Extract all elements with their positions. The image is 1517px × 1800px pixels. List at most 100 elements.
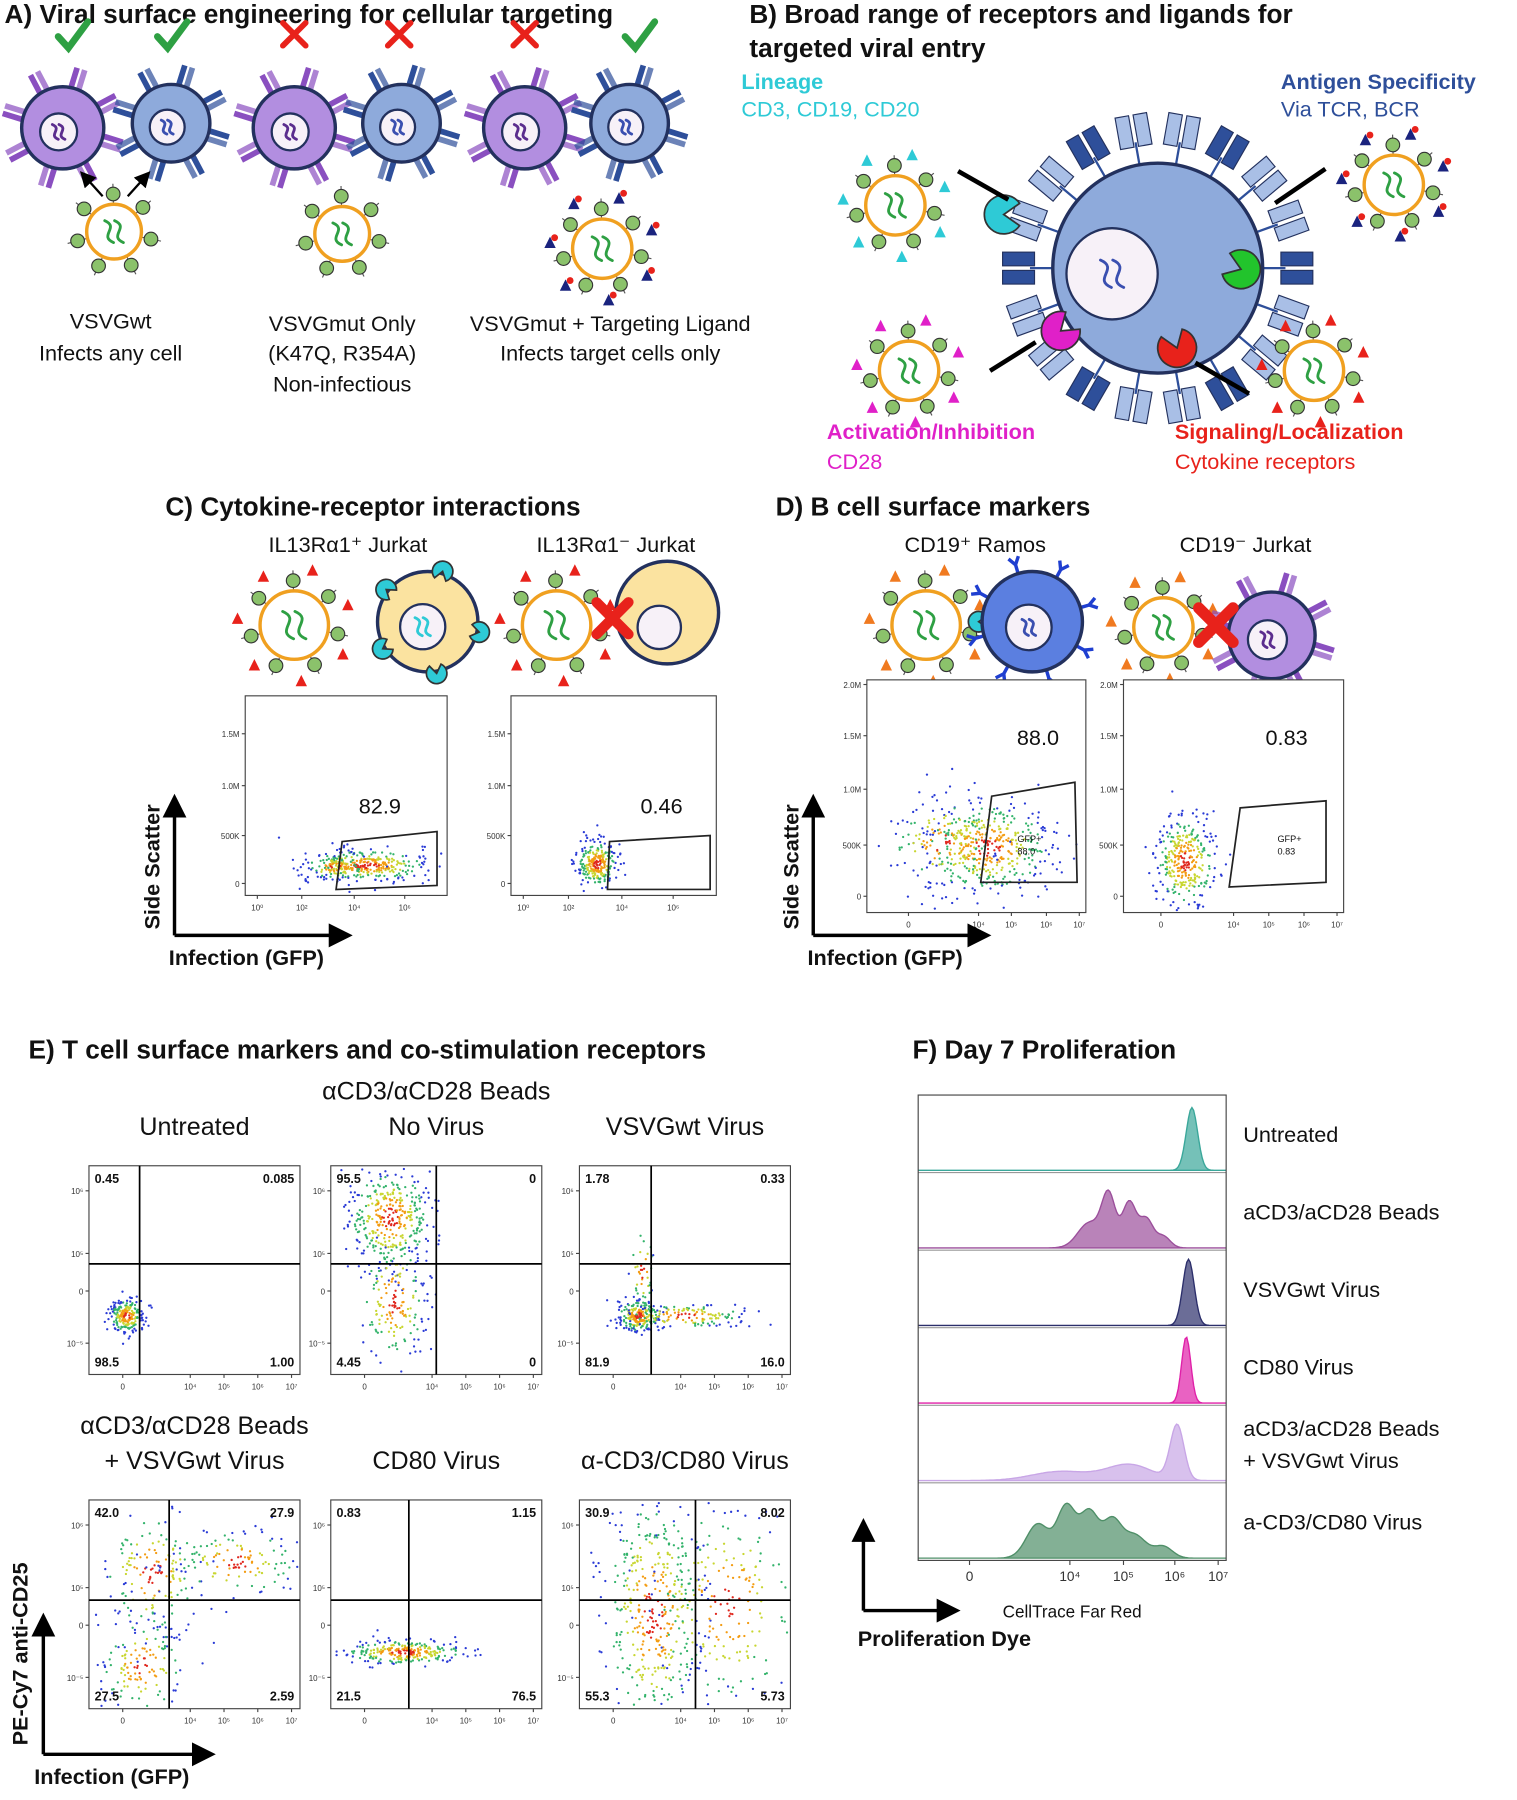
event-dot <box>360 859 362 861</box>
event-dot <box>969 832 971 834</box>
event-dot <box>948 829 950 831</box>
ligand <box>920 314 931 325</box>
event-dot <box>967 854 969 856</box>
event-dot <box>454 1636 456 1638</box>
event-dot <box>430 1638 432 1640</box>
event-dot <box>611 855 613 857</box>
event-dot <box>646 1313 648 1315</box>
event-dot <box>959 847 961 849</box>
event-dot <box>1174 854 1176 856</box>
event-dot <box>399 1226 401 1228</box>
event-dot <box>635 1289 637 1291</box>
tick-label: 10⁶ <box>313 1521 325 1530</box>
tick-label: 1.0M <box>488 782 506 791</box>
event-dot <box>358 868 360 870</box>
event-dot <box>975 833 977 835</box>
event-dot <box>174 1659 176 1661</box>
event-dot <box>723 1543 725 1545</box>
event-dot <box>151 1604 153 1606</box>
event-dot <box>391 861 393 863</box>
event-dot <box>228 1567 230 1569</box>
event-dot <box>703 1308 705 1310</box>
event-dot <box>127 1306 129 1308</box>
event-dot <box>302 863 304 865</box>
event-dot <box>595 1565 597 1567</box>
event-dot <box>121 1291 123 1293</box>
event-dot <box>128 1337 130 1339</box>
event-dot <box>390 1245 392 1247</box>
event-dot <box>636 1589 638 1591</box>
event-dot <box>1209 840 1211 842</box>
event-dot <box>1046 888 1048 890</box>
event-dot <box>141 1587 143 1589</box>
event-dot <box>666 1567 668 1569</box>
event-dot <box>593 841 595 843</box>
event-dot <box>176 1683 178 1685</box>
event-dot <box>626 1540 628 1542</box>
event-dot <box>617 1575 619 1577</box>
gate-value: 82.9 <box>359 793 401 818</box>
event-dot <box>1027 829 1029 831</box>
event-dot <box>415 1232 417 1234</box>
event-dot <box>655 1534 657 1536</box>
event-dot <box>152 1542 154 1544</box>
event-dot <box>335 1654 337 1656</box>
event-dot <box>1155 898 1157 900</box>
ligand <box>851 359 862 370</box>
event-dot <box>1180 849 1182 851</box>
event-dot <box>678 1627 680 1629</box>
event-dot <box>328 869 330 871</box>
event-dot <box>1166 831 1168 833</box>
event-dot <box>399 1312 401 1314</box>
event-dot <box>348 1201 350 1203</box>
event-dot <box>435 1657 437 1659</box>
event-dot <box>664 1649 666 1651</box>
event-dot <box>718 1678 720 1680</box>
event-dot <box>1174 883 1176 885</box>
event-dot <box>666 1313 668 1315</box>
event-dot <box>146 1650 148 1652</box>
panel-title: D) B cell surface markers <box>776 492 1091 522</box>
ligand-dot <box>620 190 627 197</box>
tick-label: 10⁴ <box>184 1717 197 1726</box>
event-dot <box>708 1502 710 1504</box>
event-dot <box>974 858 976 860</box>
event-dot <box>418 1197 420 1199</box>
event-dot <box>389 1229 391 1231</box>
event-dot <box>919 833 921 835</box>
event-dot <box>997 892 999 894</box>
event-dot <box>653 1627 655 1629</box>
receptor <box>1281 270 1313 284</box>
event-dot <box>347 1225 349 1227</box>
event-dot <box>342 871 344 873</box>
event-dot <box>708 1535 710 1537</box>
event-dot <box>137 1665 139 1667</box>
event-dot <box>990 857 992 859</box>
event-dot <box>373 1287 375 1289</box>
event-dot <box>398 872 400 874</box>
tick-label: 10⁶ <box>562 1521 574 1530</box>
event-dot <box>584 847 586 849</box>
event-dot <box>1011 865 1013 867</box>
event-dot <box>673 1309 675 1311</box>
event-dot <box>1194 839 1196 841</box>
event-dot <box>676 1317 678 1319</box>
event-dot <box>694 1323 696 1325</box>
event-dot <box>263 1586 265 1588</box>
event-dot <box>1188 890 1190 892</box>
event-dot <box>933 818 935 820</box>
event-dot <box>1183 899 1185 901</box>
event-dot <box>377 1332 379 1334</box>
event-dot <box>378 1267 380 1269</box>
event-dot <box>353 864 355 866</box>
event-dot <box>104 1321 106 1323</box>
event-dot <box>736 1651 738 1653</box>
event-dot <box>426 1300 428 1302</box>
ligand <box>890 570 901 581</box>
event-dot <box>386 1261 388 1263</box>
event-dot <box>661 1688 663 1690</box>
event-dot <box>636 1265 638 1267</box>
event-dot <box>978 821 980 823</box>
event-dot <box>362 871 364 873</box>
event-dot <box>724 1588 726 1590</box>
